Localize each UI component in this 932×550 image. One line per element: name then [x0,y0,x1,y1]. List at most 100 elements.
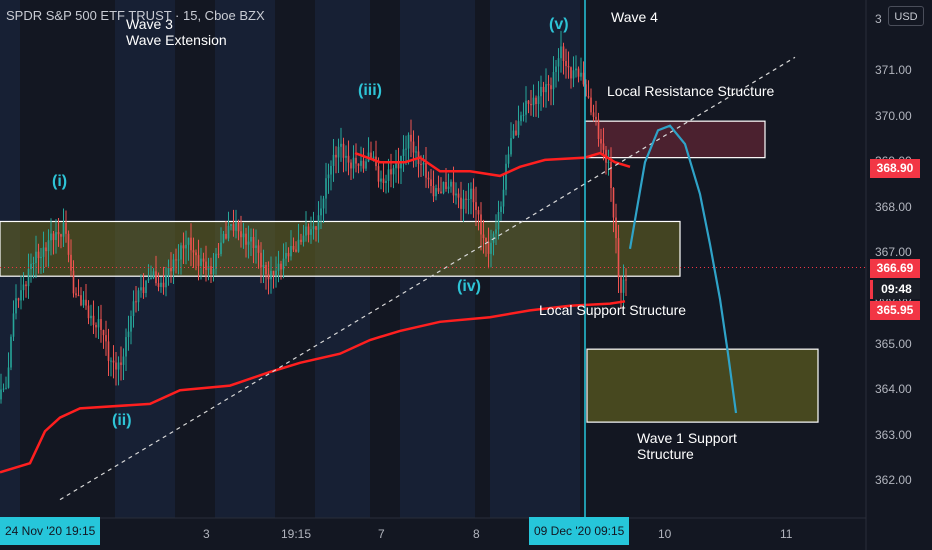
wave-ii-label: (ii) [112,412,132,429]
candle-body [122,356,125,365]
candle-body [270,270,272,280]
candle-body [345,155,347,158]
candle-body [2,388,5,390]
x-axis-highlight-current: 09 Dec '20 09:15 [529,517,630,545]
vwap-lower-line [0,300,626,474]
candle-body [192,250,195,253]
candle-body [542,86,545,93]
candle-body [422,162,425,165]
candle-body [452,181,455,196]
candle-body [507,154,510,164]
candle-body [617,238,620,278]
candle-body [297,239,300,252]
candle-body [222,233,225,243]
candle-body [80,295,82,306]
candle-body [365,161,367,169]
candle-body [372,156,375,159]
y-tick-label: 363.00 [875,427,912,442]
candle-body [547,84,550,86]
candle-body [535,97,537,105]
candle-body [135,301,137,303]
candle-body [522,114,525,116]
candle-body [82,299,85,306]
price-label-support: 365.95 [870,301,920,320]
candle-body [362,160,365,169]
candle-body [620,277,622,293]
x-tick-7: 7 [378,527,385,541]
candle-body [5,387,7,389]
y-tick-label: 368.00 [875,199,912,214]
candle-body [350,162,352,169]
candle-body [175,259,177,261]
candle-body [47,240,50,252]
candle-body [235,222,237,231]
candle-body [40,256,42,259]
candle-body [132,301,135,317]
structure-zone [584,120,766,159]
candle-body [60,234,62,237]
candle-body [592,112,595,117]
candle-body [442,181,445,194]
candle-body [110,360,112,362]
candle-body [497,211,500,230]
candle-body [445,181,447,189]
candle-body [500,206,502,212]
candle-body [130,316,132,332]
candle-body [210,266,212,275]
candle-body [305,226,307,236]
structure-zone [586,348,819,423]
candle-body [537,96,540,105]
candle-body [552,72,555,90]
candle-body [140,287,142,291]
candle-body [127,331,130,338]
candle-body [150,278,152,280]
candle-body [7,367,10,388]
candle-body [137,290,140,303]
candle-body [352,157,355,169]
x-axis-highlight-start: 24 Nov '20 19:15 [0,517,101,545]
wave-iii-label: (iii) [358,82,382,99]
candle-body [405,148,407,150]
candle-body [32,263,35,265]
candle-body [577,68,580,77]
wave-v-label: (v) [549,16,569,33]
candle-body [215,253,217,269]
candle-body [145,280,147,294]
candle-body [267,274,270,280]
trendline [59,56,796,501]
candle-body [272,270,275,275]
candle-body [240,231,242,238]
candle-body [292,245,295,250]
candle-body [142,287,145,294]
candle-body [52,233,55,240]
candle-body [302,235,305,243]
indicator-lines [0,56,866,501]
candle-body [472,188,475,203]
candle-body [582,72,585,85]
y-tick-label: 367.00 [875,245,912,260]
candle-body [510,138,512,155]
candle-body [615,217,617,239]
candle-body [425,162,427,178]
candle-body [190,237,192,251]
y-tick-label: 365.00 [875,336,912,351]
candle-body [545,84,547,93]
candle-body [597,119,600,139]
candle-body [185,244,187,249]
candle-body [12,313,15,337]
candle-body [75,293,77,296]
y-tick-label: 370.00 [875,108,912,123]
currency-selector[interactable]: USD [888,6,924,26]
candle-body [575,68,577,71]
candle-body [62,222,65,237]
candle-body [382,178,385,183]
candle-body [622,279,625,293]
candle-body [115,362,117,370]
candle-body [485,238,487,242]
candle-body [45,247,47,252]
candle-body [340,143,342,147]
candle-body [567,66,570,68]
candle-body [85,299,87,306]
candle-body [320,208,322,216]
